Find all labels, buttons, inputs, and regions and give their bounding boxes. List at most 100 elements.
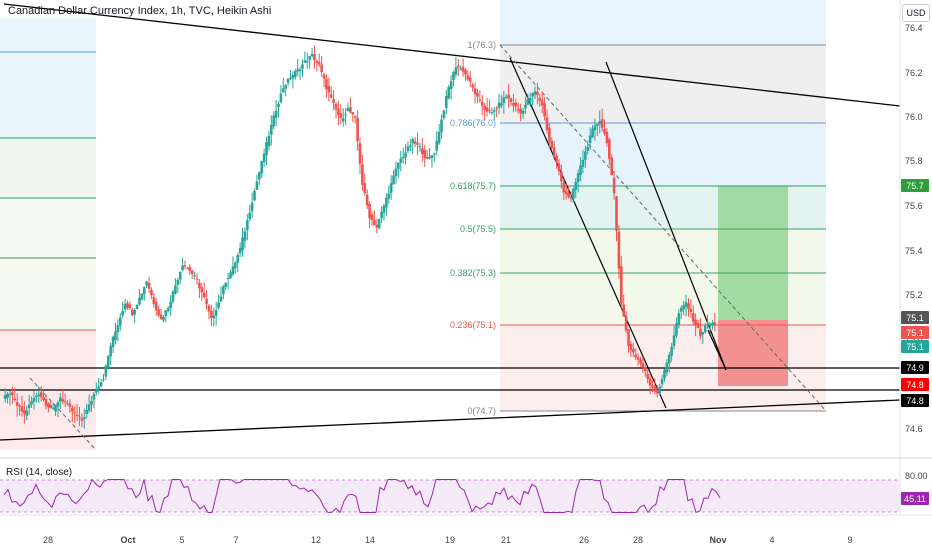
candle-body — [392, 175, 395, 185]
time-tick-label: 7 — [233, 535, 238, 545]
candle-body — [150, 289, 153, 296]
candle-body — [346, 108, 350, 112]
candle-body — [159, 314, 163, 320]
candle-body — [639, 359, 642, 364]
rsi-value-box — [901, 492, 929, 505]
candle-body — [226, 278, 230, 280]
candle-body — [545, 117, 549, 131]
candle-body — [598, 121, 602, 125]
time-tick-label: 14 — [365, 535, 375, 545]
candle-body — [435, 140, 439, 151]
candle-body — [178, 271, 182, 280]
candle-body — [195, 278, 199, 280]
candle-body — [116, 325, 120, 333]
candle-body — [377, 219, 381, 228]
candle-body — [118, 317, 122, 326]
candle-body — [430, 155, 434, 158]
candle-body — [315, 60, 319, 63]
candle-body — [485, 107, 489, 112]
candle-body — [217, 302, 220, 309]
price-label-text: 74.8 — [906, 380, 924, 390]
candle-body — [447, 86, 451, 99]
candle-body — [682, 305, 685, 310]
candle-body — [234, 262, 237, 269]
candle-body — [202, 292, 206, 298]
candle-body — [246, 220, 249, 231]
candle-body — [483, 105, 486, 110]
candle-body — [480, 101, 484, 106]
candle-body — [296, 69, 299, 72]
candle-body — [35, 396, 38, 398]
candle-body — [262, 153, 266, 163]
candle-body — [80, 418, 84, 421]
rsi-title: RSI (14, close) — [6, 467, 73, 478]
candle-body — [574, 181, 578, 190]
candle-body — [497, 102, 501, 108]
candle-body — [540, 100, 544, 106]
candle-body — [135, 305, 139, 310]
left-lightgreen-zone — [0, 198, 96, 330]
candle-body — [536, 91, 539, 96]
candle-body — [106, 356, 110, 368]
candle-body — [488, 109, 491, 111]
candle-body — [32, 397, 36, 402]
candle-body — [166, 308, 170, 312]
fib-level-label: 0.618(75.7) — [450, 181, 496, 191]
candle-body — [260, 160, 264, 174]
candle-body — [126, 302, 129, 308]
price-label-box — [901, 326, 929, 339]
candle-body — [442, 110, 446, 119]
candle-body — [703, 325, 707, 332]
price-label-text: 74.9 — [906, 363, 924, 373]
candle-body — [631, 349, 635, 353]
candle-body — [188, 267, 192, 271]
candle-body — [272, 115, 275, 127]
candle-body — [428, 156, 431, 159]
candle-body — [147, 283, 151, 289]
candle-body — [128, 304, 132, 309]
candle-body — [548, 127, 551, 142]
time-tick-label: Oct — [120, 535, 135, 545]
candle-body — [456, 65, 460, 68]
candle-body — [210, 310, 213, 318]
candle-body — [691, 313, 695, 322]
candle-body — [13, 398, 17, 401]
candle-body — [329, 94, 333, 98]
candle-body — [452, 71, 455, 80]
candle-body — [332, 99, 335, 103]
candle-body — [174, 285, 177, 294]
candle-body — [564, 191, 568, 195]
fib-grey-zone — [500, 45, 826, 123]
candle-body — [341, 118, 345, 122]
candle-body — [600, 119, 604, 128]
candle-body — [200, 287, 204, 293]
candle-body — [317, 62, 321, 65]
candle-body — [629, 343, 633, 351]
candle-body — [349, 107, 352, 113]
candle-body — [365, 194, 369, 206]
candle-body — [579, 165, 582, 176]
price-tick-label: 76.0 — [905, 112, 923, 122]
candle-body — [111, 336, 115, 348]
candle-body — [679, 307, 683, 312]
candle-body — [284, 85, 287, 89]
fib-level-label: 0.786(76.0) — [450, 118, 496, 128]
candle-body — [476, 92, 479, 97]
currency-badge[interactable]: USD — [902, 4, 930, 22]
candle-body — [25, 410, 29, 416]
candle-body — [706, 324, 709, 326]
candle-body — [205, 298, 208, 305]
candle-body — [281, 88, 285, 93]
candle-body — [507, 94, 510, 99]
price-label-text: 74.8 — [906, 396, 924, 406]
candle-body — [370, 214, 374, 221]
candle-body — [521, 110, 525, 114]
price-label-text: 75.1 — [906, 328, 924, 338]
candle-body — [361, 164, 364, 185]
candle-body — [646, 373, 649, 379]
candle-body — [608, 139, 611, 159]
fib-diagonal — [499, 44, 827, 412]
candle-body — [552, 147, 556, 157]
candle-body — [130, 309, 134, 316]
